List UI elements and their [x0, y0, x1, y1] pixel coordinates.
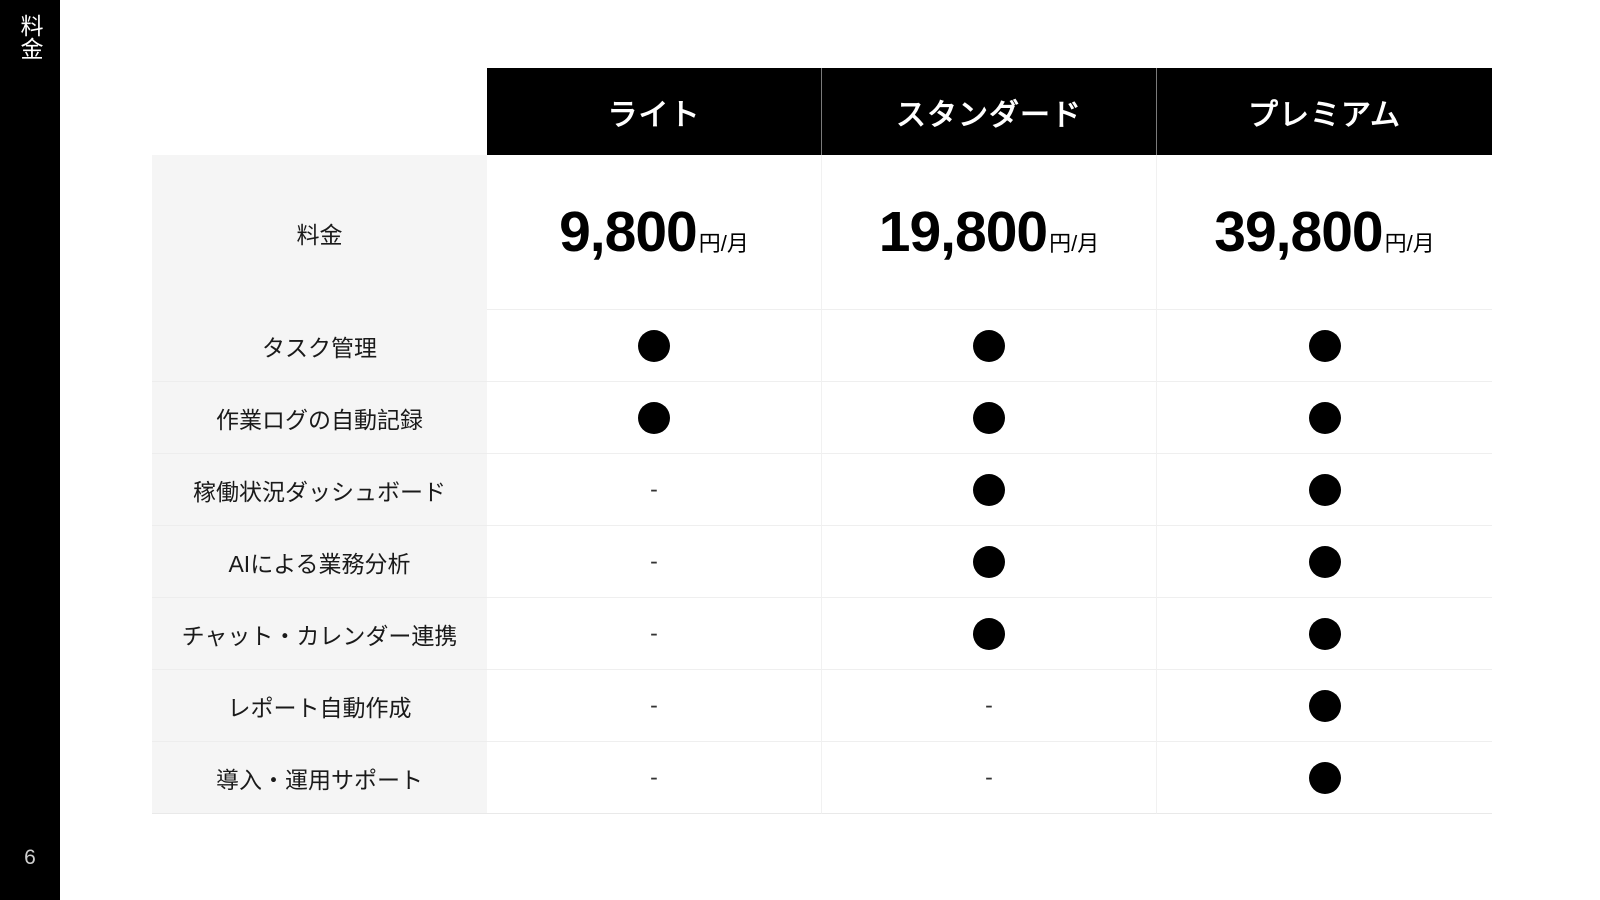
table-corner-cell	[152, 68, 487, 155]
price-value-light: 9,800 円/月	[559, 199, 749, 264]
feature-cell: -	[822, 742, 1157, 814]
included-circle-icon	[973, 473, 1005, 506]
price-value-standard: 19,800 円/月	[878, 199, 1100, 264]
row-label: タスク管理	[152, 310, 487, 382]
feature-cell	[1157, 526, 1492, 598]
included-circle-icon	[1308, 329, 1341, 362]
row-label: 作業ログの自動記録	[152, 382, 487, 454]
included-circle-icon	[638, 329, 670, 362]
feature-cell: -	[487, 742, 822, 814]
feature-cell	[822, 382, 1157, 454]
included-circle-icon	[1308, 545, 1341, 578]
feature-rows: タスク管理 作業ログの自動記録 稼働状況ダッシュボード - AIによる業務分析 - チャット…	[152, 310, 1492, 814]
plan-header-premium: プレミアム	[1157, 68, 1492, 155]
row-label-price: 料金	[152, 155, 487, 310]
page-number: 6	[24, 846, 36, 869]
row-label: 導入・運用サポート	[152, 742, 487, 814]
included-circle-icon	[1308, 761, 1341, 794]
feature-cell	[1157, 454, 1492, 526]
price-amount: 39,800	[1214, 199, 1383, 264]
price-unit: 円/月	[1049, 230, 1100, 256]
included-circle-icon	[1308, 617, 1341, 650]
pricing-comparison-table: ライト スタンダード プレミアム 料金 9,800 円/月 19,800 円/月	[152, 68, 1492, 814]
feature-cell	[822, 454, 1157, 526]
row-label: チャット・カレンダー連携	[152, 598, 487, 670]
not-included-dash-icon: -	[650, 476, 658, 502]
row-label: レポート自動作成	[152, 670, 487, 742]
table-row-price: 料金 9,800 円/月 19,800 円/月 39,800 円/月	[152, 155, 1492, 310]
table-row: 稼働状況ダッシュボード -	[152, 454, 1492, 526]
sidebar-section-title: 料金	[17, 14, 43, 60]
price-cell-light: 9,800 円/月	[487, 155, 822, 310]
included-circle-icon	[973, 545, 1005, 578]
table-row: 作業ログの自動記録	[152, 382, 1492, 454]
feature-cell	[1157, 382, 1492, 454]
not-included-dash-icon: -	[985, 764, 993, 790]
feature-cell	[1157, 742, 1492, 814]
feature-cell: -	[822, 670, 1157, 742]
included-circle-icon	[973, 401, 1005, 434]
table-row: タスク管理	[152, 310, 1492, 382]
included-circle-icon	[1308, 473, 1341, 506]
included-circle-icon	[1308, 401, 1341, 434]
price-value-premium: 39,800 円/月	[1214, 199, 1435, 264]
price-unit: 円/月	[1384, 230, 1435, 256]
table-row: チャット・カレンダー連携 -	[152, 598, 1492, 670]
included-circle-icon	[1308, 689, 1341, 722]
table-row: AIによる業務分析 -	[152, 526, 1492, 598]
feature-cell	[1157, 310, 1492, 382]
feature-cell	[487, 310, 822, 382]
feature-cell	[1157, 598, 1492, 670]
sidebar: 料金 6	[0, 0, 60, 900]
feature-cell	[487, 382, 822, 454]
price-unit: 円/月	[698, 230, 749, 256]
feature-cell: -	[487, 670, 822, 742]
included-circle-icon	[973, 329, 1005, 362]
table-row: 導入・運用サポート - -	[152, 742, 1492, 814]
not-included-dash-icon: -	[650, 620, 658, 646]
not-included-dash-icon: -	[985, 692, 993, 718]
price-cell-standard: 19,800 円/月	[822, 155, 1157, 310]
feature-cell	[822, 310, 1157, 382]
price-amount: 19,800	[878, 199, 1048, 264]
feature-cell	[822, 526, 1157, 598]
not-included-dash-icon: -	[650, 764, 658, 790]
included-circle-icon	[973, 617, 1005, 650]
feature-cell: -	[487, 598, 822, 670]
row-label: AIによる業務分析	[152, 526, 487, 598]
feature-cell: -	[487, 454, 822, 526]
feature-cell	[1157, 670, 1492, 742]
plan-header-light: ライト	[487, 68, 822, 155]
price-cell-premium: 39,800 円/月	[1157, 155, 1492, 310]
feature-cell: -	[487, 526, 822, 598]
included-circle-icon	[638, 401, 670, 434]
plan-header-standard: スタンダード	[822, 68, 1157, 155]
table-row: レポート自動作成 - -	[152, 670, 1492, 742]
row-label: 稼働状況ダッシュボード	[152, 454, 487, 526]
feature-cell	[822, 598, 1157, 670]
table-header-row: ライト スタンダード プレミアム	[152, 68, 1492, 155]
price-amount: 9,800	[559, 199, 698, 264]
not-included-dash-icon: -	[650, 692, 658, 718]
not-included-dash-icon: -	[650, 548, 658, 574]
